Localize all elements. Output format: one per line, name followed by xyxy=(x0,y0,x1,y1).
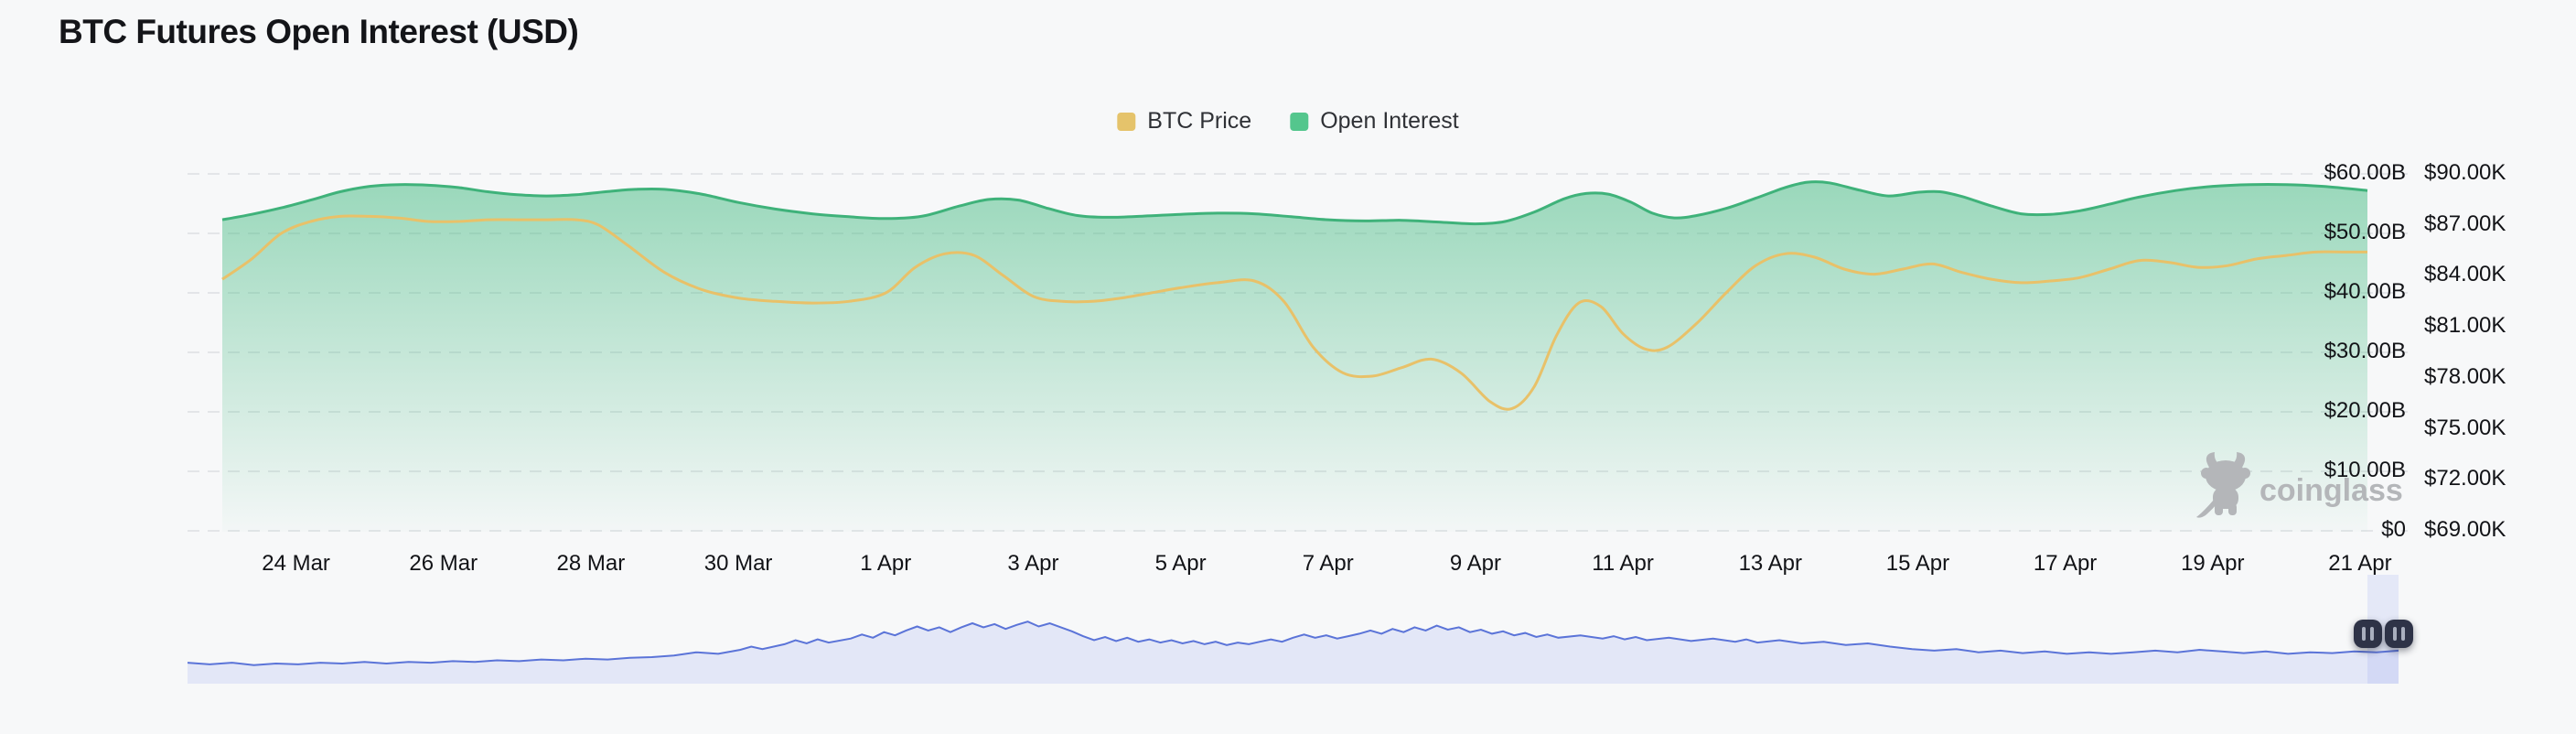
handle-grip-bar xyxy=(2401,627,2405,641)
y-axis-left-label: $50.00B xyxy=(2324,220,2406,244)
y-axis-right-label: $72.00K xyxy=(2424,466,2506,491)
open-interest-swatch xyxy=(1290,112,1309,131)
btc-price-line xyxy=(221,214,2367,411)
x-axis-label: 5 Apr xyxy=(1154,551,1207,576)
x-axis-label: 11 Apr xyxy=(1592,551,1654,576)
coinglass-bull-icon xyxy=(2196,452,2250,518)
y-axis-right-label: $69.00K xyxy=(2424,517,2506,542)
x-axis-label: 17 Apr xyxy=(2033,551,2098,576)
x-axis-label: 15 Apr xyxy=(1885,551,1950,576)
legend: BTC Price Open Interest xyxy=(1117,108,1459,135)
y-axis-left-label: $40.00B xyxy=(2324,279,2406,304)
navigator-handle-right[interactable] xyxy=(2385,620,2413,648)
y-axis-left-label: $10.00B xyxy=(2324,458,2406,482)
x-axis-label: 9 Apr xyxy=(1449,551,1501,576)
btc-price-swatch xyxy=(1117,112,1136,131)
navigator-handle-left[interactable] xyxy=(2354,620,2382,648)
open-interest-line xyxy=(221,180,2368,226)
y-axis-right-label: $87.00K xyxy=(2424,210,2506,236)
chart-title: BTC Futures Open Interest (USD) xyxy=(59,13,579,50)
y-axis-left-label: $20.00B xyxy=(2324,398,2406,423)
y-axis-right-label: $84.00K xyxy=(2424,262,2506,287)
x-axis-label: 13 Apr xyxy=(1738,551,1802,576)
x-axis-label: 26 Mar xyxy=(409,551,478,576)
watermark-text: coinglass xyxy=(2259,473,2403,508)
navigator-area xyxy=(188,621,2399,684)
btc-price-label: BTC Price xyxy=(1147,108,1252,134)
y-axis-left-label: $0 xyxy=(2381,517,2406,542)
x-axis-label: 21 Apr xyxy=(2328,551,2392,576)
x-axis-label: 7 Apr xyxy=(1302,551,1354,576)
y-axis-right-label: $78.00K xyxy=(2424,363,2506,389)
handle-grip-bar xyxy=(2370,627,2374,641)
y-axis-right-label: $90.00K xyxy=(2424,160,2506,185)
x-axis-label: 1 Apr xyxy=(860,551,912,576)
handle-grip-bar xyxy=(2393,627,2397,641)
x-axis-label: 30 Mar xyxy=(703,551,773,576)
handle-grip-bar xyxy=(2362,627,2366,641)
x-axis-label: 3 Apr xyxy=(1007,551,1059,576)
legend-item-btc-price[interactable]: BTC Price xyxy=(1117,108,1251,135)
x-axis-label: 19 Apr xyxy=(2181,551,2245,576)
x-axis-label: 24 Mar xyxy=(262,551,330,576)
y-axis-right-label: $75.00K xyxy=(2424,415,2506,440)
y-axis-left-label: $60.00B xyxy=(2324,160,2406,185)
open-interest-label: Open Interest xyxy=(1320,108,1459,134)
y-axis-left-label: $30.00B xyxy=(2324,339,2406,363)
navigator-line xyxy=(187,621,2399,666)
open-interest-area xyxy=(222,181,2367,532)
coinglass-watermark: coinglass xyxy=(2196,452,2403,518)
legend-item-open-interest[interactable]: Open Interest xyxy=(1290,108,1459,135)
y-axis-right-label: $81.00K xyxy=(2424,313,2506,339)
x-axis-label: 28 Mar xyxy=(556,551,626,576)
